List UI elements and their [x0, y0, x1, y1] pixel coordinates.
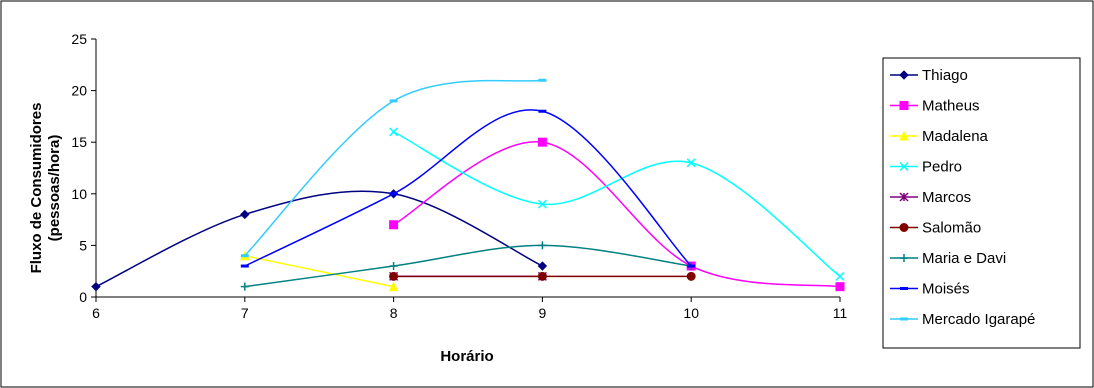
y-tick-label: 25 — [71, 31, 87, 47]
series-5 — [389, 271, 696, 281]
series-line — [95, 190, 543, 288]
series-line — [244, 244, 692, 288]
data-point — [240, 209, 250, 220]
data-point — [389, 220, 399, 230]
legend-marker — [899, 130, 909, 141]
legend-label: Maria e Davi — [922, 250, 1006, 267]
data-point — [538, 109, 547, 113]
y-tick-label: 10 — [71, 186, 87, 202]
data-point — [537, 137, 547, 147]
legend-label: Salomão — [922, 220, 981, 237]
legend-label: Mercado Igarapé — [922, 311, 1035, 328]
series-2 — [239, 250, 399, 292]
x-tick-label: 7 — [241, 305, 249, 321]
data-point — [537, 261, 548, 271]
legend-item: Salomão — [890, 220, 981, 237]
legend-marker — [899, 223, 909, 232]
legend-label: Matheus — [922, 98, 980, 115]
data-point — [240, 264, 249, 268]
x-tick-label: 6 — [92, 305, 100, 321]
legend: Thiago Matheus Madalena Pedro Marcos Salomão M… — [882, 57, 1081, 349]
legend-marker — [900, 254, 908, 262]
data-point — [538, 241, 547, 250]
legend-item: Moisés — [890, 281, 970, 298]
data-point — [538, 78, 547, 82]
data-point — [388, 281, 399, 292]
legend-label: Marcos — [922, 189, 971, 206]
legend-label: Pedro — [922, 159, 962, 176]
legend-item: Madalena — [890, 128, 989, 145]
data-point — [240, 254, 249, 258]
legend-marker — [899, 70, 909, 80]
series-layer — [91, 78, 845, 292]
series-line — [244, 109, 692, 267]
legend-label: Thiago — [922, 67, 968, 84]
legend-marker — [900, 287, 908, 290]
series-line — [393, 141, 841, 288]
data-point — [389, 262, 398, 271]
data-point — [537, 199, 547, 209]
data-point — [687, 264, 696, 268]
data-point — [389, 271, 399, 281]
legend-marker — [899, 101, 909, 110]
legend-box — [882, 57, 1081, 349]
legend-item: Marcos — [890, 189, 971, 206]
data-point — [537, 271, 547, 281]
axes: 0 5 10 15 20 25 6 7 8 9 10 11 — [71, 31, 847, 321]
x-tick-label: 9 — [539, 305, 547, 321]
legend-item: Thiago — [890, 67, 968, 84]
x-tick-label: 11 — [833, 305, 848, 321]
series-line — [393, 131, 841, 277]
data-point — [389, 127, 399, 137]
legend-item: Pedro — [890, 159, 962, 176]
data-point — [389, 192, 398, 196]
series-7 — [240, 109, 696, 268]
data-point — [91, 281, 101, 292]
x-tick-label: 8 — [390, 305, 398, 321]
data-point — [686, 158, 696, 168]
y-tick-label: 5 — [79, 237, 87, 253]
series-line — [244, 254, 394, 288]
legend-marker — [899, 192, 909, 202]
series-3 — [389, 127, 845, 281]
legend-marker — [899, 161, 909, 172]
x-axis-title: Horário — [440, 348, 493, 365]
series-8 — [240, 78, 547, 258]
data-point — [686, 271, 696, 281]
y-axis-title-line-1: Fluxo de Consumidores — [28, 103, 45, 274]
y-tick-label: 0 — [79, 289, 87, 305]
legend-item: Matheus — [890, 98, 980, 115]
series-0 — [91, 189, 548, 292]
legend-marker — [900, 317, 908, 321]
x-tick-label: 10 — [683, 305, 699, 321]
y-tick-label: 20 — [71, 83, 87, 99]
data-point — [389, 99, 398, 103]
y-axis-title-line-2: (pessoas/hora) — [46, 135, 63, 242]
data-point — [835, 282, 845, 292]
data-point — [240, 282, 249, 291]
legend-label: Moisés — [922, 281, 970, 298]
legend-item: Maria e Davi — [890, 250, 1006, 267]
data-point — [835, 271, 845, 281]
y-tick-label: 15 — [71, 134, 87, 150]
legend-label: Madalena — [922, 128, 989, 145]
legend-item: Mercado Igarapé — [890, 311, 1035, 328]
